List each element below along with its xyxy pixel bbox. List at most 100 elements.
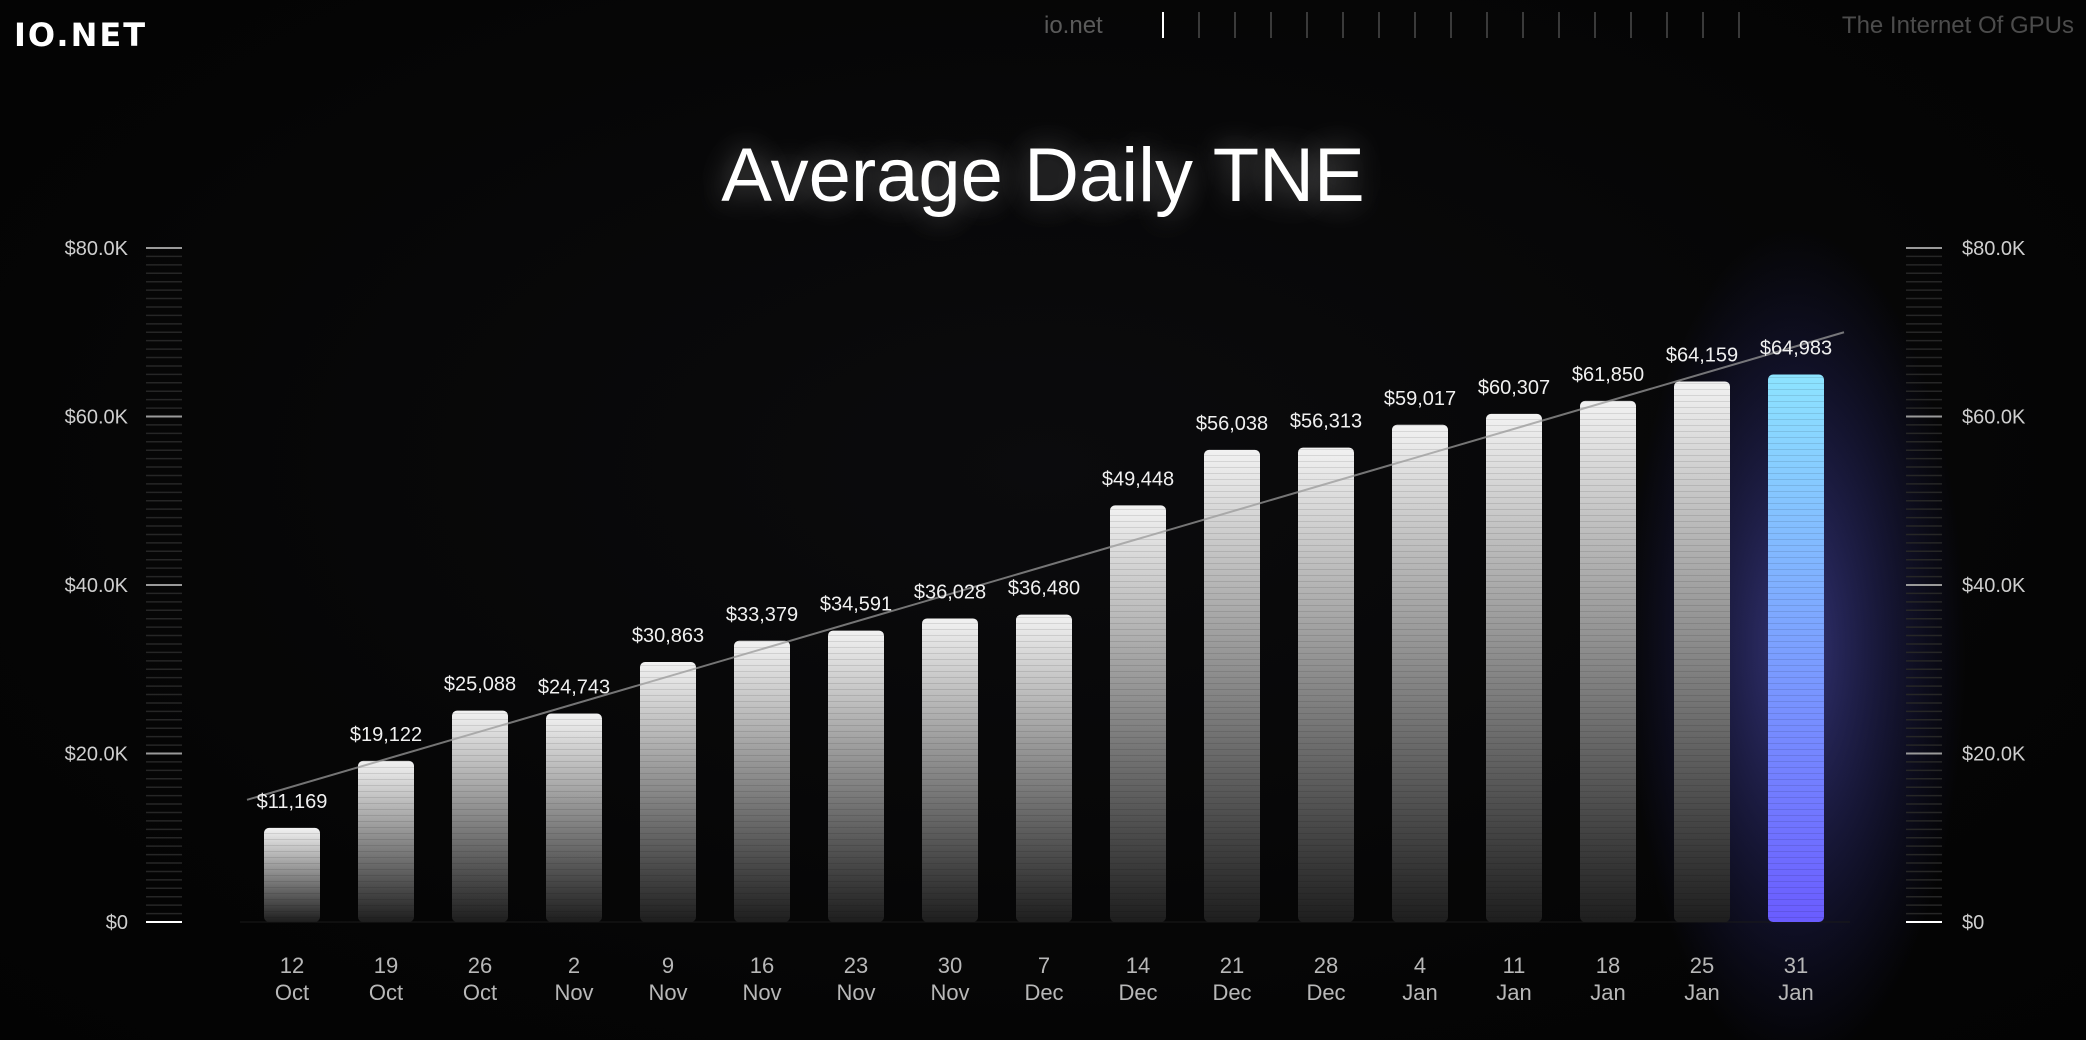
bars-group xyxy=(264,374,1824,923)
x-tick-day-label: 12 xyxy=(280,953,304,978)
left-axis-tick-label: $0 xyxy=(106,912,128,934)
bar-stripes xyxy=(1674,381,1730,922)
right-axis-tick-label: $80.0K xyxy=(1962,238,2026,260)
left-axis-tick-label: $20.0K xyxy=(65,744,129,766)
right-axis-tick-label: $40.0K xyxy=(1962,575,2026,597)
bar-stripes xyxy=(828,630,884,922)
nav-tick[interactable] xyxy=(1198,12,1200,38)
bar-value-label: $61,850 xyxy=(1572,364,1644,386)
bar-stripes xyxy=(1768,374,1824,923)
left-axis-tick-label: $80.0K xyxy=(65,238,129,260)
left-y-axis: $0 $20.0K $40.0K $60.0K $80.0K xyxy=(65,238,1850,934)
bar-value-label: $19,122 xyxy=(350,724,422,746)
bar-value-label: $36,480 xyxy=(1008,578,1080,600)
x-tick-day-label: 4 xyxy=(1414,953,1426,978)
nav-tick[interactable] xyxy=(1378,12,1380,38)
bar-value-label: $11,169 xyxy=(257,791,328,813)
bar-value-label: $49,448 xyxy=(1102,468,1174,490)
nav-tick[interactable] xyxy=(1162,12,1164,38)
x-tick-month-label: Nov xyxy=(742,980,781,1005)
x-tick-month-label: Nov xyxy=(930,980,969,1005)
right-axis-tick-label: $0 xyxy=(1962,912,1984,934)
bar-stripes xyxy=(1110,505,1166,922)
bar-stripes xyxy=(1580,400,1636,922)
bar-stripes xyxy=(922,618,978,922)
nav-tick[interactable] xyxy=(1270,12,1272,38)
bar-value-label: $36,028 xyxy=(914,581,986,603)
nav-tick[interactable] xyxy=(1522,12,1524,38)
nav-tick[interactable] xyxy=(1306,12,1308,38)
bar-stripes xyxy=(1392,424,1448,922)
nav-tick[interactable] xyxy=(1234,12,1236,38)
bar-value-label: $24,743 xyxy=(538,677,610,699)
nav-tagline: The Internet Of GPUs xyxy=(1841,12,2074,39)
bar-stripes xyxy=(640,661,696,922)
bar-stripes xyxy=(1016,614,1072,922)
value-labels-group: $11,169 $19,122 $25,088 $24,743 $30,863 $33,3… xyxy=(257,338,1833,813)
x-tick-day-label: 31 xyxy=(1784,953,1808,978)
trend-line-group xyxy=(246,331,1845,801)
left-axis-tick-label: $40.0K xyxy=(65,575,129,597)
right-axis-tick-label: $20.0K xyxy=(1962,744,2026,766)
bar-stripes xyxy=(1204,449,1260,922)
x-tick-day-label: 9 xyxy=(662,953,674,978)
nav-tick[interactable] xyxy=(1342,12,1344,38)
x-tick-month-label: Nov xyxy=(648,980,687,1005)
x-tick-month-label: Dec xyxy=(1306,980,1345,1005)
nav-tick[interactable] xyxy=(1630,12,1632,38)
right-axis-tick-label: $60.0K xyxy=(1962,407,2026,429)
x-tick-day-label: 16 xyxy=(750,953,774,978)
bar-value-label: $30,863 xyxy=(632,625,704,647)
x-tick-day-label: 23 xyxy=(844,953,868,978)
nav-tick[interactable] xyxy=(1558,12,1560,38)
x-tick-day-label: 21 xyxy=(1220,953,1244,978)
io-net-logo[interactable]: IO.NET xyxy=(14,16,148,54)
bar-value-label: $64,983 xyxy=(1760,338,1832,360)
nav-progress-ticks xyxy=(1162,12,1762,40)
bar-value-label: $34,591 xyxy=(820,594,892,616)
x-tick-day-label: 19 xyxy=(374,953,398,978)
x-tick-day-label: 25 xyxy=(1690,953,1714,978)
bar-stripes xyxy=(734,640,790,922)
bar-stripes xyxy=(546,713,602,922)
x-tick-day-label: 2 xyxy=(568,953,580,978)
x-tick-month-label: Jan xyxy=(1590,980,1625,1005)
x-tick-month-label: Jan xyxy=(1778,980,1813,1005)
x-tick-month-label: Dec xyxy=(1212,980,1251,1005)
x-tick-month-label: Oct xyxy=(369,980,403,1005)
bar-stripes xyxy=(452,710,508,922)
bar-value-label: $33,379 xyxy=(726,604,798,626)
x-tick-day-label: 11 xyxy=(1503,953,1526,978)
x-tick-month-label: Jan xyxy=(1684,980,1719,1005)
x-tick-month-label: Oct xyxy=(463,980,497,1005)
x-tick-month-label: Nov xyxy=(836,980,875,1005)
x-axis-labels-group: 12Oct19Oct26Oct2Nov9Nov16Nov23Nov30Nov7D… xyxy=(275,953,1814,1005)
bar-value-label: $60,307 xyxy=(1478,377,1550,399)
nav-tick[interactable] xyxy=(1738,12,1740,38)
x-tick-month-label: Dec xyxy=(1118,980,1157,1005)
x-tick-day-label: 26 xyxy=(468,953,492,978)
nav-tick[interactable] xyxy=(1450,12,1452,38)
bar-stripes xyxy=(264,827,320,922)
x-tick-month-label: Nov xyxy=(554,980,593,1005)
right-y-axis: $0 $20.0K $40.0K $60.0K $80.0K xyxy=(1906,238,2026,934)
chart-title: Average Daily TNE xyxy=(721,133,1365,218)
x-tick-month-label: Jan xyxy=(1496,980,1531,1005)
nav-home-link[interactable]: io.net xyxy=(1044,12,1103,39)
left-axis-tick-label: $60.0K xyxy=(65,407,129,429)
bar-value-label: $64,159 xyxy=(1666,344,1738,366)
x-tick-month-label: Jan xyxy=(1402,980,1437,1005)
nav-tick[interactable] xyxy=(1414,12,1416,38)
bar-value-label: $59,017 xyxy=(1384,388,1456,410)
bar-value-label: $56,038 xyxy=(1196,413,1268,435)
x-tick-day-label: 28 xyxy=(1314,953,1338,978)
bar-stripes xyxy=(1298,447,1354,922)
nav-tick[interactable] xyxy=(1594,12,1596,38)
nav-tick[interactable] xyxy=(1486,12,1488,38)
bar-value-label: $25,088 xyxy=(444,674,516,696)
nav-tick[interactable] xyxy=(1666,12,1668,38)
nav-tick[interactable] xyxy=(1702,12,1704,38)
bar-stripes xyxy=(1486,413,1542,922)
